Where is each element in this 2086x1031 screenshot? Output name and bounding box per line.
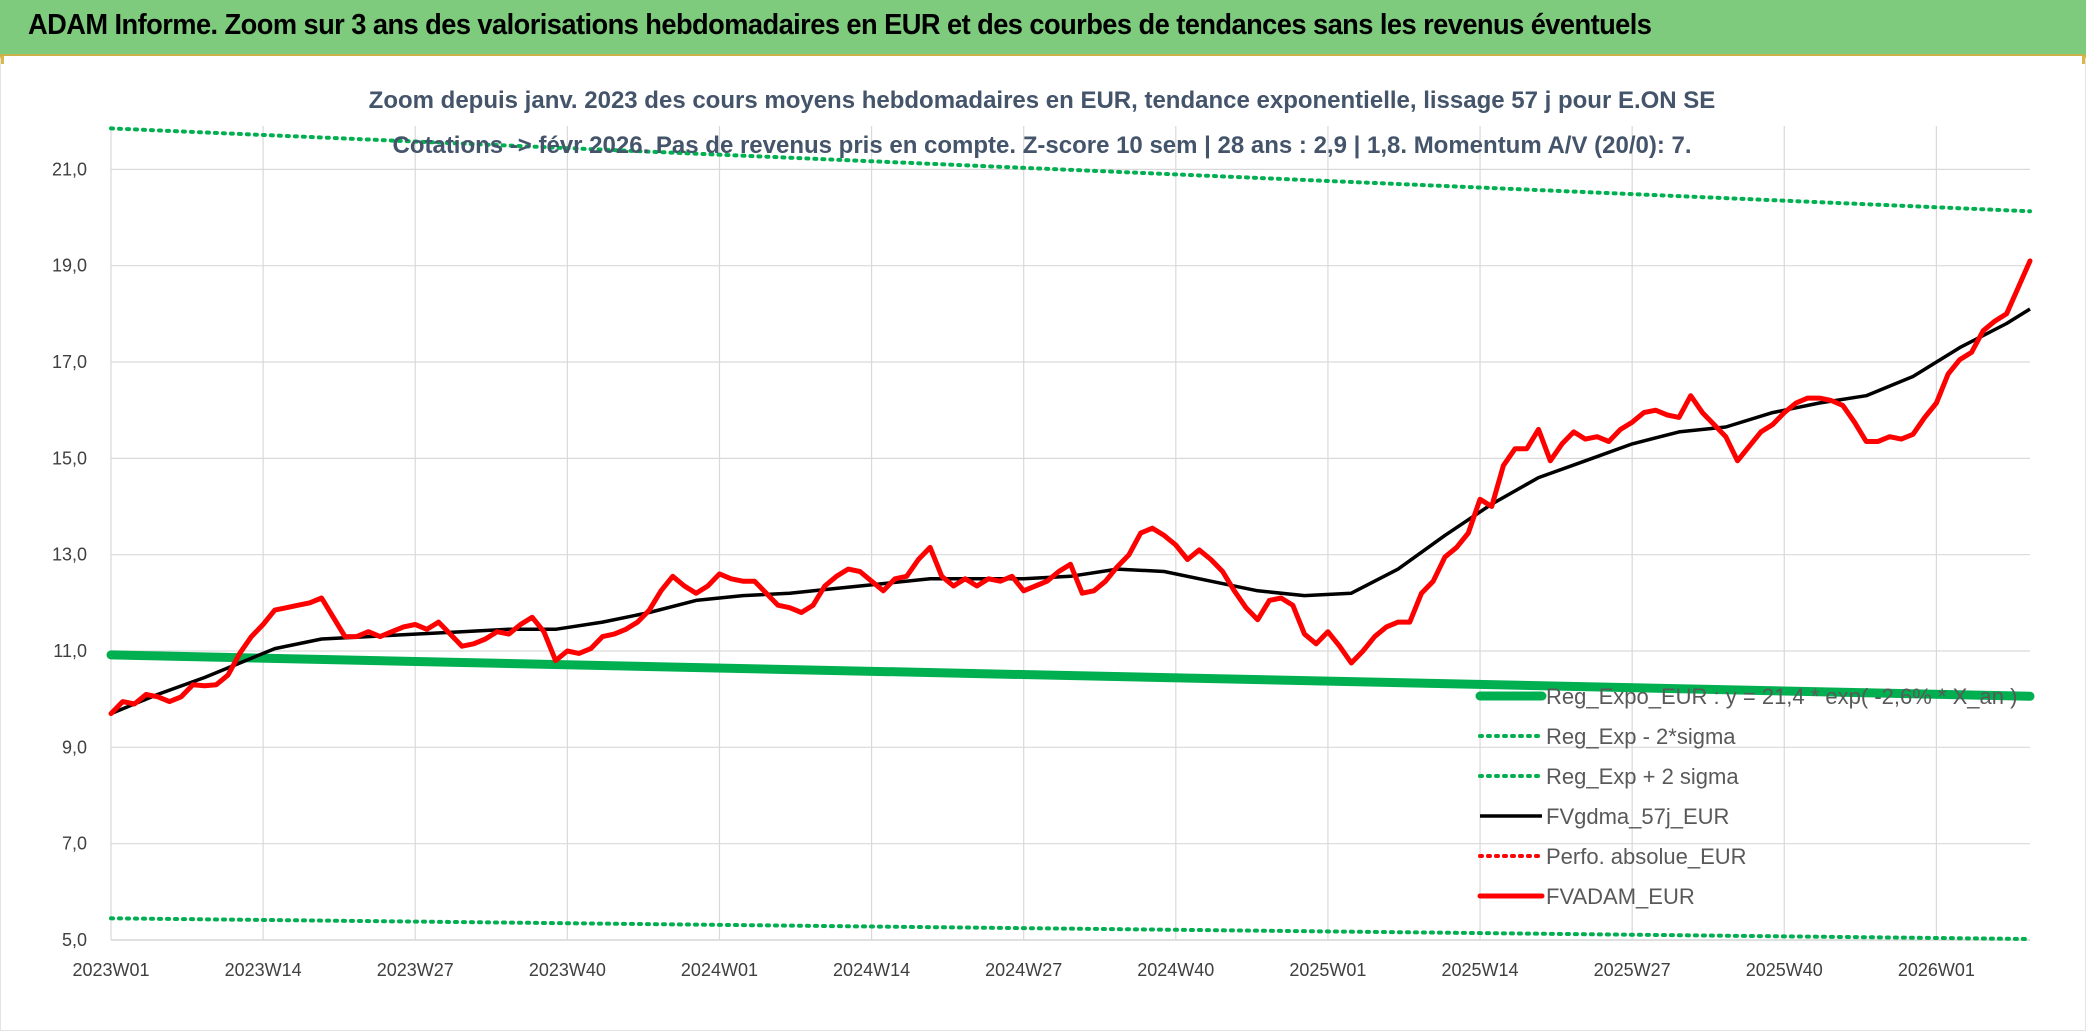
series-line-0 — [106, 650, 2035, 701]
legend-label: Reg_Exp + 2 sigma — [1546, 764, 1739, 789]
x-tick-label: 2024W01 — [681, 960, 758, 980]
x-tick-label: 2025W01 — [1289, 960, 1366, 980]
y-tick-label: 15,0 — [52, 448, 87, 468]
x-tick-label: 2025W14 — [1442, 960, 1519, 980]
x-tick-label: 2025W27 — [1594, 960, 1671, 980]
legend-label: FVADAM_EUR — [1546, 884, 1695, 909]
x-tick-label: 2024W27 — [985, 960, 1062, 980]
report-title: ADAM Informe. Zoom sur 3 ans des valoris… — [28, 9, 1652, 41]
report-banner: ADAM Informe. Zoom sur 3 ans des valoris… — [0, 0, 2086, 56]
axes: 5,0 7,0 9,0 11,0 13,0 15,0 17,0 19,0 21,0 2023W01… — [52, 159, 2030, 980]
chart-title: Zoom depuis janv. 2023 des cours moyens … — [369, 87, 1716, 159]
legend-label: Reg_Exp - 2*sigma — [1546, 724, 1736, 749]
left-edge-mark — [0, 56, 4, 64]
chart-title-line-2: Cotations -> févr 2026. Pas de revenus p… — [392, 132, 1691, 159]
y-tick-label: 21,0 — [52, 159, 87, 179]
x-tick-label: 2023W27 — [377, 960, 454, 980]
series-line-1 — [109, 916, 2032, 941]
y-tick-label: 17,0 — [52, 352, 87, 372]
series-line-3 — [110, 307, 2031, 716]
legend: Reg_Expo_EUR : y = 21,4 * exp( -2,6% * X… — [1475, 684, 2017, 909]
y-tick-label: 7,0 — [62, 834, 87, 854]
y-tick-label: 19,0 — [52, 256, 87, 276]
y-tick-label: 5,0 — [62, 930, 87, 950]
x-tick-label: 2024W40 — [1137, 960, 1214, 980]
y-tick-label: 9,0 — [62, 737, 87, 757]
x-tick-label: 2023W01 — [72, 960, 149, 980]
y-tick-label: 11,0 — [53, 641, 87, 661]
x-tick-label: 2024W14 — [833, 960, 910, 980]
series-line-2 — [109, 126, 2032, 214]
x-tick-label: 2025W40 — [1746, 960, 1823, 980]
x-tick-label: 2026W01 — [1898, 960, 1975, 980]
x-tick-label: 2023W40 — [529, 960, 606, 980]
series-lines — [106, 126, 2035, 941]
right-edge-mark — [2082, 56, 2086, 64]
legend-label: Perfo. absolue_EUR — [1546, 844, 1747, 869]
legend-label: FVgdma_57j_EUR — [1546, 804, 1729, 829]
x-tick-label: 2023W14 — [225, 960, 302, 980]
chart-title-line-1: Zoom depuis janv. 2023 des cours moyens … — [369, 87, 1716, 114]
gridlines — [110, 126, 2030, 941]
y-tick-label: 13,0 — [52, 545, 87, 565]
legend-label: Reg_Expo_EUR : y = 21,4 * exp( -2,6% * X… — [1546, 684, 2017, 709]
series-line-5 — [108, 258, 2033, 717]
